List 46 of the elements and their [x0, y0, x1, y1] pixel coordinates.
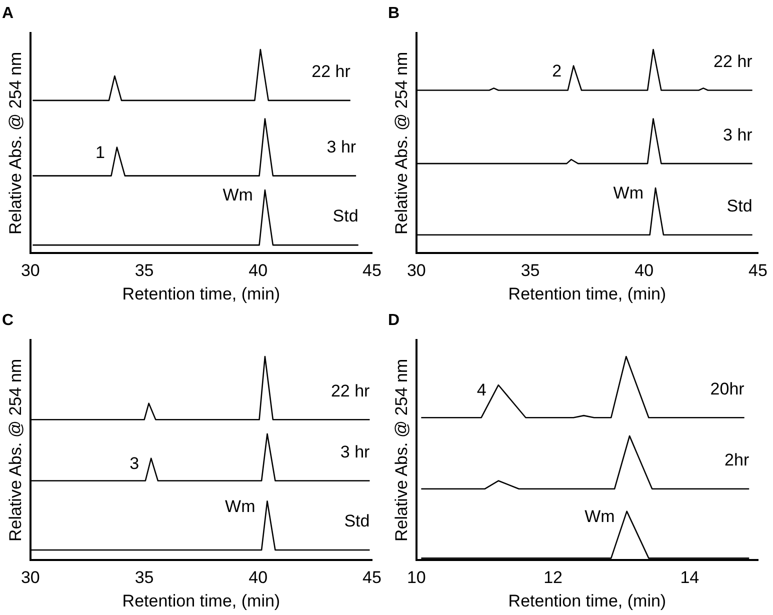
x-tick-label: 40	[634, 261, 654, 280]
x-tick-label: 30	[406, 261, 426, 280]
x-axis-title: Retention time, (min)	[508, 591, 666, 610]
series-label: Std	[332, 206, 358, 226]
x-axis-title: Retention time, (min)	[508, 284, 666, 304]
annotation: Wm	[222, 186, 253, 205]
series-label: 3 hr	[723, 125, 753, 144]
series-label: 3 hr	[326, 137, 356, 156]
annotation: 2	[552, 61, 562, 80]
x-tick-label: 12	[544, 568, 562, 588]
x-tick-label: 35	[134, 261, 154, 280]
y-axis-title: Relative Abs. @ 254 nm	[6, 358, 25, 542]
x-axis-title: Retention time, (min)	[122, 591, 280, 610]
x-tick-label: 45	[362, 261, 382, 280]
chart-title: B	[388, 5, 400, 22]
annotation: Wm	[613, 184, 644, 203]
x-tick-label: 10	[406, 568, 426, 588]
x-tick-label: 14	[680, 568, 700, 588]
series-label: Std	[726, 196, 752, 216]
x-tick-label: 35	[134, 568, 154, 588]
x-axis-title: Retention time, (min)	[122, 284, 280, 304]
series-label: 22 hr	[714, 52, 753, 71]
y-axis-title: Relative Abs. @ 254 nm	[392, 358, 411, 542]
annotation: Wm	[584, 507, 615, 526]
series-label: 3 hr	[340, 442, 370, 462]
annotation: 3	[130, 454, 140, 474]
x-tick-label: 30	[20, 261, 40, 280]
annotation: 4	[476, 380, 486, 400]
annotation: Wm	[225, 496, 256, 516]
x-tick-label: 45	[362, 568, 382, 588]
x-tick-label: 40	[248, 261, 268, 280]
x-tick-label: 35	[520, 261, 540, 280]
y-axis-title: Relative Abs. @ 254 nm	[6, 52, 25, 235]
x-tick-label: 30	[20, 568, 40, 588]
chart-title: C	[2, 312, 14, 330]
chart-title: D	[388, 312, 400, 330]
chart-title: A	[2, 5, 14, 22]
annotation: 1	[95, 142, 105, 162]
x-tick-label: 45	[748, 261, 768, 280]
y-axis-title: Relative Abs. @ 254 nm	[392, 52, 411, 235]
series-label: 20hr	[710, 379, 745, 398]
x-tick-label: 40	[248, 568, 268, 588]
series-label: 22 hr	[312, 62, 351, 82]
series-label: 2hr	[724, 450, 750, 470]
series-label: 22 hr	[330, 381, 370, 400]
series-label: Std	[344, 512, 370, 531]
